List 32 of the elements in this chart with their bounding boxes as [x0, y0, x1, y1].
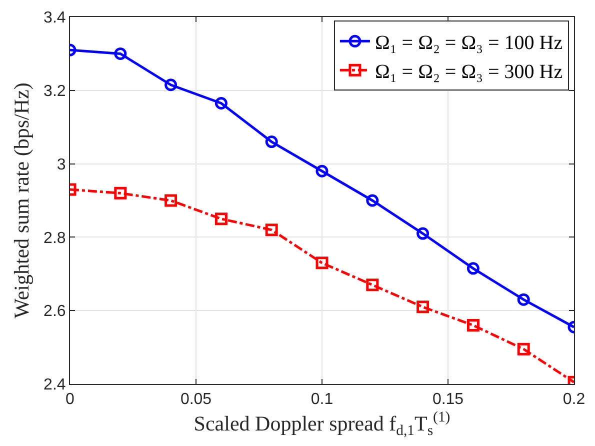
point	[265, 136, 278, 148]
point	[517, 342, 530, 356]
point	[466, 262, 480, 275]
point	[265, 224, 278, 236]
point	[114, 186, 127, 200]
point	[316, 256, 328, 270]
y-tick-label: 3.2	[44, 83, 66, 100]
legend-label: Ω₁ = Ω₂ = Ω₃ = 300 Hz	[374, 60, 563, 83]
y-tick-label: 3	[56, 156, 66, 174]
point	[366, 278, 379, 292]
y-tick-label: 2.6	[44, 303, 66, 320]
x-tick-label: 0.2	[562, 391, 586, 408]
point	[214, 96, 228, 110]
point	[517, 293, 530, 306]
y-axis-title: Weighted sum rate (bps/Hz)	[10, 82, 34, 318]
point	[316, 164, 328, 178]
point	[214, 212, 228, 226]
point	[164, 78, 178, 92]
x-tick-label: 0.1	[310, 391, 334, 408]
y-tick-label: 3.4	[44, 10, 66, 27]
point	[164, 194, 178, 207]
point	[416, 227, 430, 240]
point	[466, 319, 480, 332]
x-tick-label: 0.05	[180, 391, 212, 408]
point	[416, 300, 430, 314]
y-tick-label: 2.4	[44, 376, 66, 394]
point	[366, 194, 379, 207]
x-tick-label: 0	[66, 391, 75, 408]
point	[114, 47, 127, 60]
x-tick-label: 0.15	[432, 391, 464, 408]
legend-label: Ω₁ = Ω₂ = Ω₃ = 100 Hz	[374, 32, 563, 54]
y-tick-label: 2.8	[44, 230, 66, 247]
